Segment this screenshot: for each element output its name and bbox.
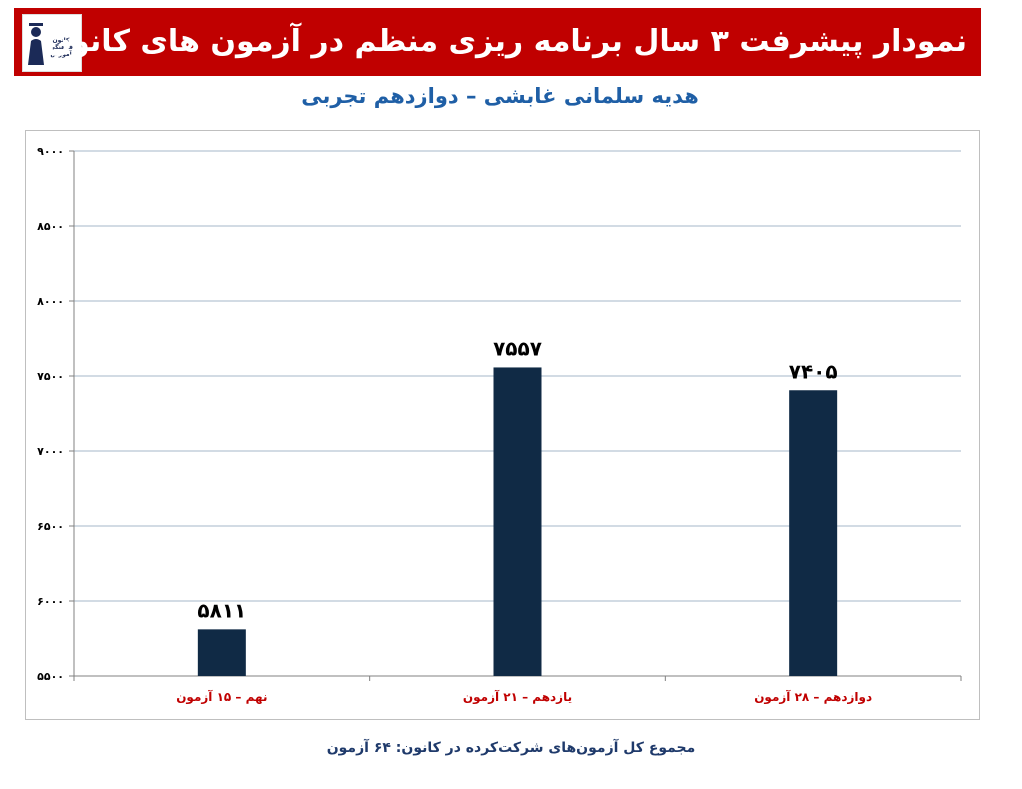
logo-text: کانون فرهنگی آموزش (49, 37, 73, 58)
y-tick-label: ۸۰۰۰ (37, 295, 64, 308)
chart-subtitle: هدیه سلمانی غابشی – دوازدهم تجربی (301, 84, 699, 108)
category-label: یازدهم – ۲۱ آزمون (463, 689, 572, 705)
y-tick-label: ۵۵۰۰ (37, 670, 64, 683)
bar (493, 367, 542, 676)
category-label: نهم – ۱۵ آزمون (176, 689, 267, 705)
y-tick-label: ۶۵۰۰ (37, 520, 64, 533)
total-exams-footer: مجموع کل آزمون‌های شرکت‌کرده در کانون: ۶… (326, 740, 696, 756)
bar-chart: ۵۵۰۰ ۶۰۰۰ ۶۵۰۰ ۷۰۰۰ ۷۵۰۰ ۸۰۰۰ ۸۵۰۰ ۹۰۰۰ ۵۸۱۱ نهم … (37, 145, 962, 705)
chart-area: ۵۵۰۰ ۶۰۰۰ ۶۵۰۰ ۷۰۰۰ ۷۵۰۰ ۸۰۰۰ ۸۵۰۰ ۹۰۰۰ ۵۸۱۱ نهم … (25, 130, 980, 720)
bar (789, 390, 838, 676)
y-tick-label: ۷۰۰۰ (37, 445, 64, 458)
bar-value-label: ۵۸۱۱ (197, 598, 246, 622)
bar-value-label: ۷۴۰۵ (789, 359, 838, 383)
category-label: دوازدهم – ۲۸ آزمون (754, 689, 872, 705)
page-title: نمودار پیشرفت ۳ سال برنامه ریزی منظم در … (45, 24, 967, 59)
y-tick-label: ۸۵۰۰ (37, 220, 64, 233)
kanoon-logo: کانون فرهنگی آموزش (22, 14, 82, 72)
y-tick-label: ۷۵۰۰ (37, 370, 64, 383)
y-tick-label: ۶۰۰۰ (37, 595, 64, 608)
y-tick-label: ۹۰۰۰ (37, 145, 64, 158)
bar-value-label: ۷۵۵۷ (493, 336, 542, 360)
graduate-icon (28, 23, 44, 65)
bar (197, 629, 246, 676)
title-bar: کانون فرهنگی آموزش نمودار پیشرفت ۳ سال ب… (14, 8, 981, 76)
